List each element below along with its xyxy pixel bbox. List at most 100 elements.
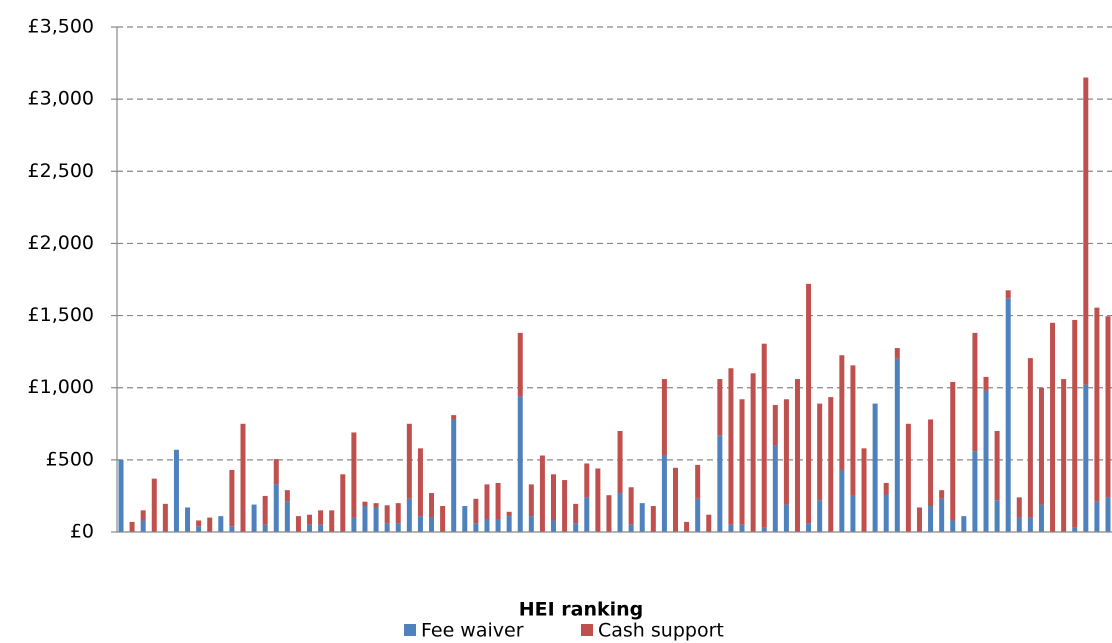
bar-segment — [916, 507, 922, 532]
bar-segment — [717, 379, 723, 436]
bar-segment — [1094, 501, 1100, 532]
bar-segment — [229, 469, 235, 527]
bar-segment — [517, 332, 523, 397]
bar-segment — [661, 379, 667, 456]
bar-segment — [695, 464, 701, 499]
bar-segment — [628, 524, 634, 532]
bar-segment — [994, 431, 1000, 501]
bar-segment — [1027, 517, 1033, 532]
bar-segment — [717, 435, 723, 532]
bar-segment — [617, 431, 623, 494]
bar-segment — [972, 451, 978, 532]
bar-segment — [839, 469, 845, 532]
bar-segment — [1038, 504, 1044, 532]
bar-segment — [684, 521, 690, 532]
bar-segment — [506, 516, 512, 532]
bar-segment — [883, 482, 889, 495]
bar-segment — [162, 503, 168, 532]
bar-segment — [817, 403, 823, 501]
bar-segment — [761, 343, 767, 528]
y-tick-label: £0 — [70, 521, 94, 543]
bar-segment — [573, 523, 579, 532]
bar-segment — [495, 519, 501, 532]
bar-segment — [861, 448, 867, 532]
bar-segment — [650, 506, 656, 532]
bar-segment — [462, 506, 468, 532]
y-tick-label: £3,000 — [28, 88, 94, 110]
bar-segment — [950, 381, 956, 521]
bar-segment — [307, 514, 313, 525]
bar-segment — [939, 498, 945, 532]
bar-segment — [151, 478, 157, 532]
bar-segment — [284, 501, 290, 532]
bar-segment — [1005, 290, 1011, 299]
bar-segment — [1038, 387, 1044, 505]
bar-segment — [218, 516, 224, 532]
bar-segment — [307, 524, 313, 532]
bar-segment — [739, 399, 745, 525]
bar-segment — [417, 516, 423, 532]
y-tick-label: £1,500 — [28, 304, 94, 326]
bar-segment — [429, 517, 435, 532]
legend-swatch — [581, 624, 593, 636]
bar-segment — [140, 510, 146, 521]
bar-segment — [661, 455, 667, 532]
bar-segment — [484, 519, 490, 532]
bar-segment — [1083, 77, 1089, 385]
bar-segment — [728, 368, 734, 525]
bar-segment — [606, 495, 612, 532]
bar-segment — [695, 498, 701, 532]
bar-segment — [1083, 384, 1089, 532]
bar-segment — [850, 495, 856, 532]
bar-segment — [617, 493, 623, 532]
bar-segment — [273, 459, 279, 485]
bar-segment — [539, 455, 545, 532]
bar-segment — [373, 507, 379, 532]
bar-segment — [761, 527, 767, 532]
bar-segment — [817, 500, 823, 532]
bar-segment — [706, 514, 712, 532]
bar-segment — [173, 449, 179, 532]
bar-segment — [750, 373, 756, 532]
bar-segment — [185, 507, 191, 532]
bar-segment — [451, 415, 457, 420]
bar-segment — [329, 510, 335, 532]
bar-segment — [196, 520, 202, 527]
bar-segment — [495, 482, 501, 520]
bar-segment — [1016, 517, 1022, 532]
bar-segment — [373, 503, 379, 508]
bar-segment — [1005, 298, 1011, 532]
bar-segment — [384, 523, 390, 532]
bar-segment — [484, 484, 490, 520]
bar-segment — [1072, 319, 1078, 528]
bar-segment — [928, 506, 934, 532]
bar-segment — [395, 503, 401, 524]
bar-segment — [1061, 379, 1067, 532]
bar-segment — [772, 445, 778, 532]
bar-segment — [850, 365, 856, 496]
bar-segment — [573, 503, 579, 524]
bar-segment — [1105, 497, 1111, 532]
bar-segment — [772, 405, 778, 446]
bar-segment — [284, 490, 290, 502]
bar-segment — [562, 480, 568, 532]
bar-segment — [1105, 316, 1111, 498]
bar-segment — [839, 355, 845, 470]
y-tick-label: £2,500 — [28, 160, 94, 182]
bar-segment — [972, 332, 978, 452]
x-axis-title: HEI ranking — [519, 599, 644, 621]
bar-segment — [395, 523, 401, 532]
bar-segment — [595, 468, 601, 532]
bar-segment — [950, 520, 956, 532]
bar-segment — [384, 505, 390, 524]
bar-segment — [551, 474, 557, 521]
bar-segment — [340, 474, 346, 532]
bar-segment — [739, 524, 745, 532]
bar-segment — [1027, 358, 1033, 518]
bar-segment — [295, 516, 301, 532]
bar-segment — [728, 524, 734, 532]
legend-label: Fee waiver — [421, 620, 524, 642]
bar-segment — [473, 523, 479, 532]
bar-segment — [928, 419, 934, 507]
